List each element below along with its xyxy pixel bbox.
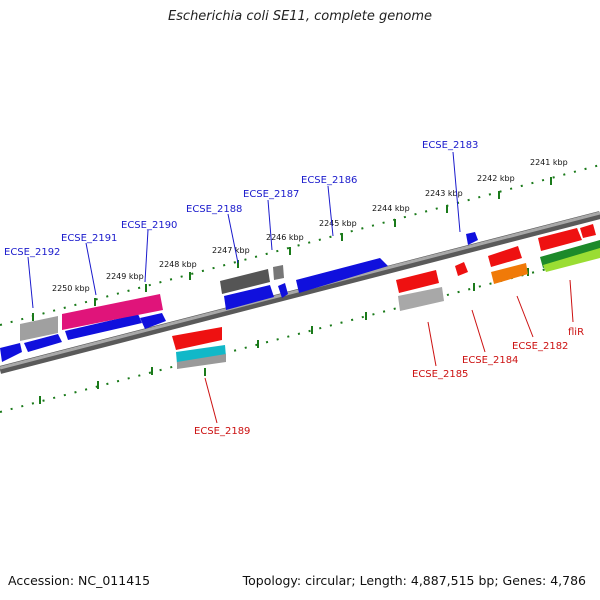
accession-text: Accession: NC_011415	[8, 573, 151, 588]
gene-arrow[interactable]	[224, 285, 274, 310]
kbp-label: 2241 kbp	[530, 158, 568, 167]
gene-arrow[interactable]	[176, 345, 226, 364]
kbp-label: 2243 kbp	[425, 189, 463, 198]
gene-arrow[interactable]	[172, 327, 222, 350]
gene-label[interactable]: ECSE_2184	[462, 355, 518, 366]
gene-label[interactable]: ECSE_2192	[4, 247, 60, 258]
gene-label[interactable]: ECSE_2188	[186, 204, 242, 215]
gene-label[interactable]: ECSE_2186	[301, 175, 357, 186]
gene-arrow[interactable]	[20, 316, 58, 341]
gene-arrow[interactable]	[65, 314, 142, 340]
gene-arrow[interactable]	[580, 224, 596, 238]
gene-arrow[interactable]	[278, 283, 288, 298]
gene-label[interactable]: ECSE_2191	[61, 233, 117, 244]
gene-arrow[interactable]	[455, 262, 468, 276]
gene-arrow[interactable]	[491, 263, 528, 284]
kbp-label: 2249 kbp	[106, 272, 144, 281]
kbp-label: 2246 kbp	[266, 233, 304, 242]
gene-arrow[interactable]	[488, 246, 522, 267]
forward-genes	[0, 232, 478, 362]
gene-arrow[interactable]	[538, 228, 582, 251]
gene-arrow[interactable]	[466, 232, 478, 245]
gene-arrow[interactable]	[140, 313, 166, 329]
kbp-label: 2245 kbp	[319, 219, 357, 228]
gene-label[interactable]: fliR	[568, 327, 584, 338]
kbp-label: 2248 kbp	[159, 260, 197, 269]
gene-arrow[interactable]	[540, 240, 600, 268]
genome-summary-text: Topology: circular; Length: 4,887,515 bp…	[242, 573, 586, 588]
gene-arrow[interactable]	[273, 265, 284, 280]
top-leader-lines	[27, 151, 461, 309]
gene-label[interactable]: ECSE_2190	[121, 220, 177, 231]
map-title: Escherichia coli SE11, complete genome	[167, 9, 433, 24]
gene-label[interactable]: ECSE_2182	[512, 341, 568, 352]
gene-arrow[interactable]	[543, 248, 600, 272]
kbp-label: 2244 kbp	[372, 204, 410, 213]
gene-arrow[interactable]	[0, 343, 22, 362]
kbp-label: 2250 kbp	[52, 284, 90, 293]
gene-arrow[interactable]	[220, 269, 270, 294]
gene-arrow[interactable]	[396, 270, 439, 293]
gene-arrow[interactable]	[177, 354, 226, 369]
gene-arrow[interactable]	[296, 258, 388, 293]
gene-label[interactable]: ECSE_2185	[412, 369, 468, 380]
reverse-genes	[172, 224, 600, 369]
scale-ring-outer	[0, 164, 600, 326]
gene-arrow[interactable]	[24, 334, 62, 352]
bottom-leader-lines	[204, 279, 574, 424]
outer-major-ticks	[32, 177, 552, 321]
gene-label[interactable]: ECSE_2189	[194, 426, 250, 437]
gene-arrow[interactable]	[398, 287, 444, 311]
kbp-label: 2242 kbp	[477, 174, 515, 183]
gene-label[interactable]: ECSE_2183	[422, 140, 478, 151]
gene-label[interactable]: ECSE_2187	[243, 189, 299, 200]
gene-arrow[interactable]	[62, 294, 163, 330]
kbp-label: 2247 kbp	[212, 246, 250, 255]
